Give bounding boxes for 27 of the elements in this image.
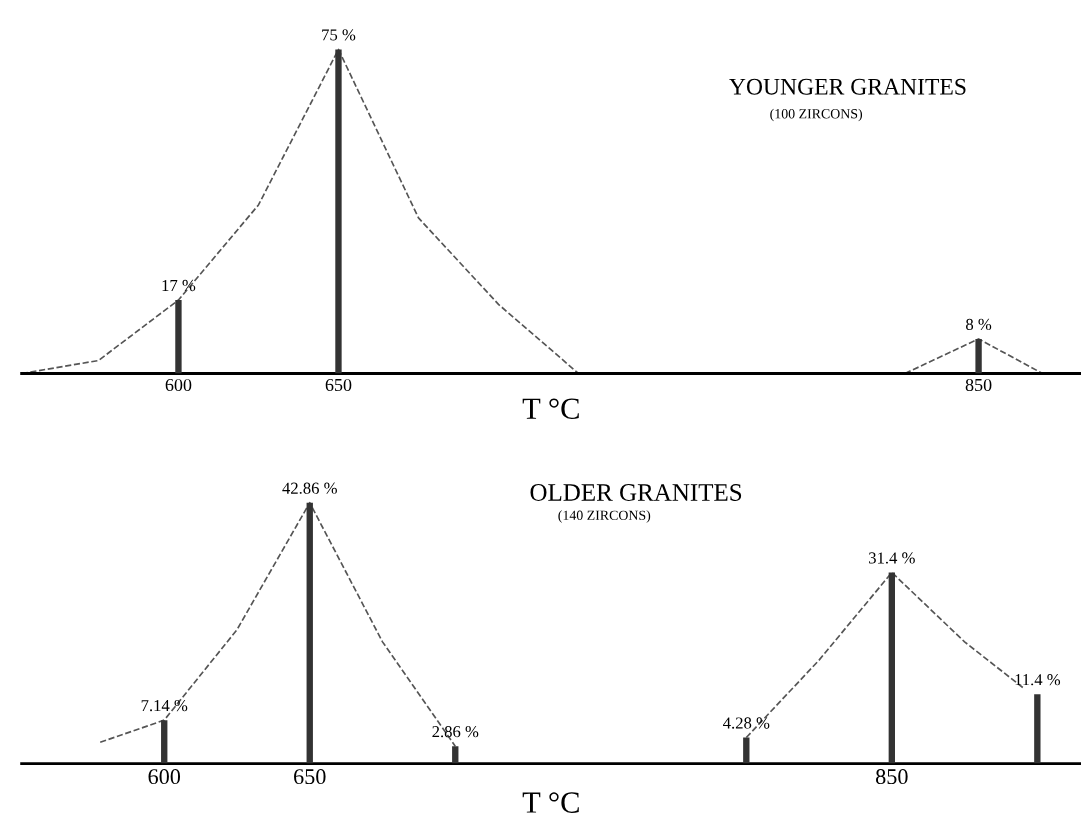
data-label: 42.86 % [282,482,337,494]
x-tick-label: 600 [148,769,181,785]
chart-title: OLDER GRANITES [530,484,742,501]
bar [306,502,313,764]
data-label: 4.28 % [723,717,770,729]
data-label: 7.14 % [141,699,188,712]
x-tick-label: 850 [965,378,992,392]
data-label: 17 % [162,279,196,292]
x-tick-label: 600 [165,378,192,392]
x-tick-label: 650 [325,378,352,392]
x-axis-title: T °C [522,792,579,813]
text: YOUNGER GRANITES [729,78,966,95]
bar [161,720,168,764]
x-tick-label: 650 [294,769,326,785]
data-label: 75 % [322,29,356,41]
x-tick-label: 850 [876,769,908,785]
chart-subtitle: (140 ZIRCONS) [558,510,651,523]
bar [888,572,895,764]
bar [1034,694,1041,764]
bar [452,746,459,764]
data-label: 11.4 % [1015,674,1061,686]
x-axis-title: T °C [522,398,579,420]
data-label: 8 % [966,318,992,331]
bar [743,737,750,764]
data-label: 31.4 % [869,552,915,564]
data-label: 2.86 % [432,726,479,738]
text: (100 ZIRCONS) [770,108,863,122]
